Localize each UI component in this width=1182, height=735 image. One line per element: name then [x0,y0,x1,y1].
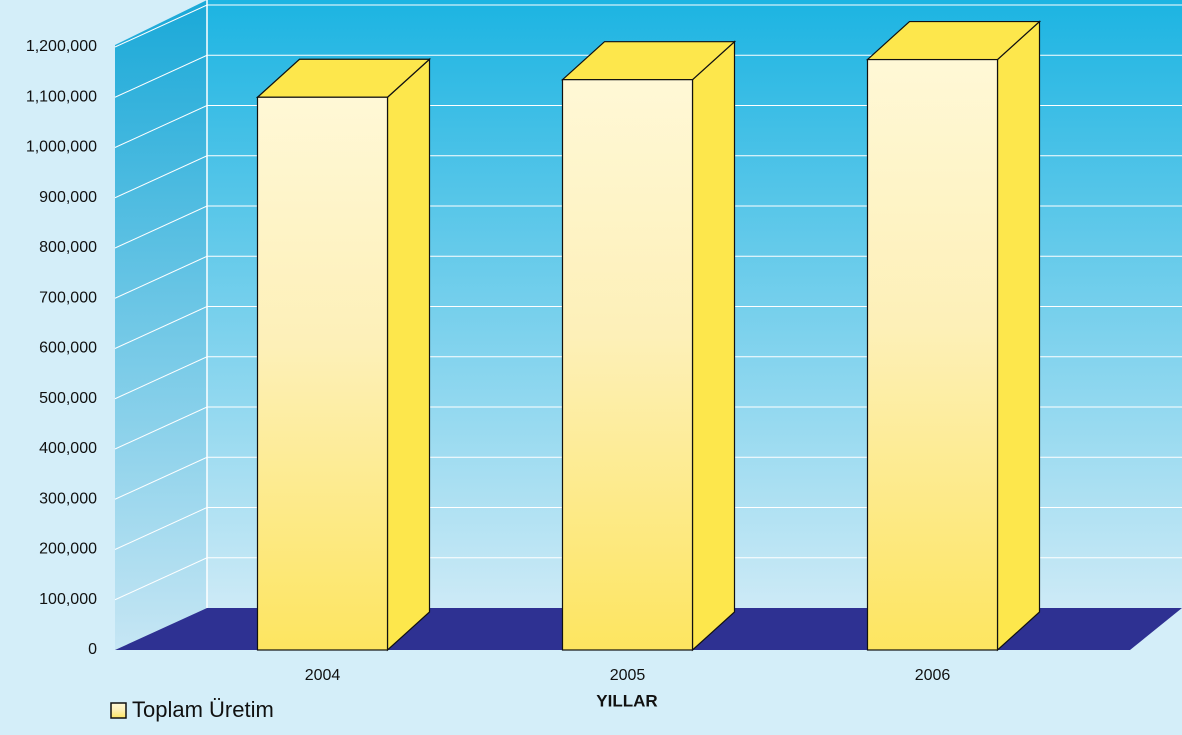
grid-line [114,255,1182,299]
bar-front [561,79,694,651]
grid-line [114,205,1182,249]
bar [255,57,432,652]
y-tick-label: 1,000,000 [26,139,97,156]
y-tick-label: 800,000 [39,239,97,256]
y-tick-label: 1,200,000 [26,38,97,55]
y-tick-label: 600,000 [39,340,97,357]
bar-side [996,20,1041,652]
y-tick-label: 0 [88,641,97,658]
grid-line [114,557,1182,601]
bar [560,40,737,652]
grid-line [114,54,1182,98]
grid-line [114,356,1182,400]
side-wall [115,0,207,650]
grid-line [114,306,1182,349]
grid-line [114,406,1182,450]
bar [865,20,1042,652]
legend-swatch [110,702,127,719]
x-axis-label: YILLAR [596,691,657,710]
legend-label: Toplam Üretim [132,697,274,722]
y-tick-label: 300,000 [39,490,97,507]
grid-line [114,4,1182,48]
bar-side [691,40,736,652]
y-tick-label: 900,000 [39,189,97,206]
y-tick-label: 1,100,000 [26,88,97,105]
y-tick-label: 100,000 [39,591,97,608]
grid-line [114,155,1182,199]
x-tick-label: 2004 [305,667,341,684]
bar-front [866,58,999,651]
x-tick-label: 2005 [610,667,646,684]
y-tick-label: 500,000 [39,390,97,407]
grid-line [114,456,1182,500]
x-tick-label: 2006 [915,667,951,684]
y-tick-label: 700,000 [39,289,97,306]
y-tick-label: 400,000 [39,440,97,457]
grid-line [114,105,1182,148]
bar-side [386,57,431,652]
bar-front [256,96,389,651]
y-tick-label: 200,000 [39,541,97,558]
grid-line [114,507,1182,550]
